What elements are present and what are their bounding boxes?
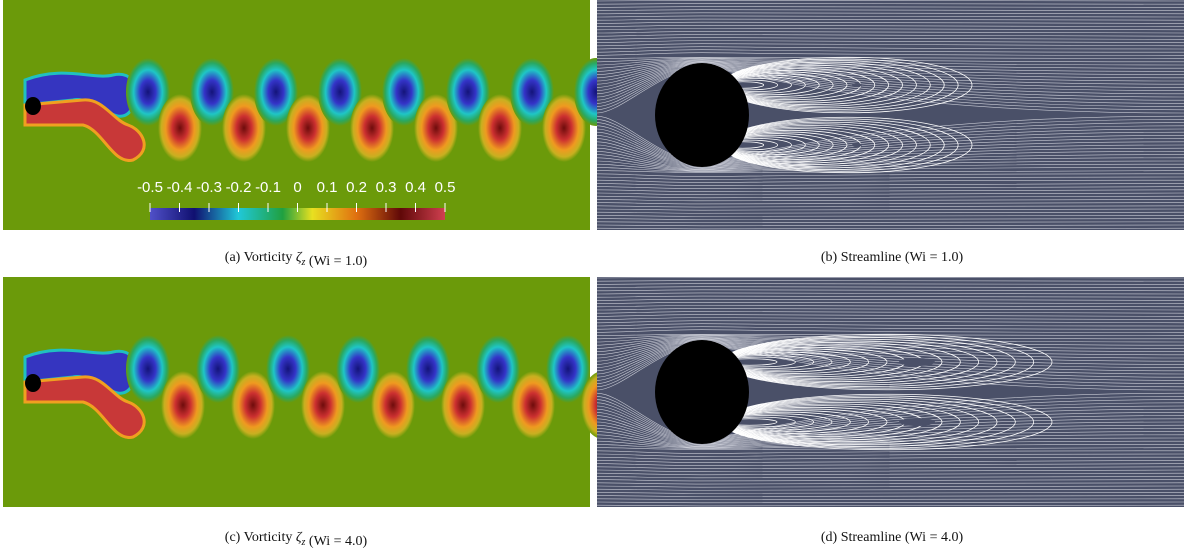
caption-subscript: z — [301, 257, 306, 268]
caption-condition: (Wi = 1.0) — [309, 254, 368, 269]
colorbar-label: 0.5 — [435, 179, 456, 196]
cylinder — [25, 97, 41, 115]
colorbar-label: -0.3 — [196, 179, 222, 196]
cylinder — [655, 63, 749, 167]
cylinder — [655, 340, 749, 444]
caption-text: Vorticity — [244, 530, 293, 545]
caption-condition: (Wi = 4.0) — [905, 530, 964, 545]
streamline-panel — [597, 0, 1184, 230]
colorbar-label: 0.2 — [346, 179, 367, 196]
core — [852, 143, 862, 147]
caption: (c) Vorticity ζz (Wi = 4.0) — [225, 530, 368, 549]
caption-label: (c) — [225, 530, 241, 545]
core — [899, 418, 935, 426]
colorbar-label: -0.5 — [137, 179, 163, 196]
colorbar-label: -0.4 — [167, 179, 193, 196]
figure: -0.5-0.4-0.3-0.2-0.1 0 0.1 0.2 0.3 0.4 0.5 (a)… — [0, 0, 1187, 552]
core — [899, 358, 935, 366]
colorbar-label: 0 — [293, 179, 301, 196]
caption-subscript: z — [301, 537, 306, 548]
colorbar-label: 0.4 — [405, 179, 426, 196]
colorbar-label: -0.1 — [255, 179, 281, 196]
colorbar-label: 0.3 — [376, 179, 397, 196]
colorbar-label: -0.2 — [226, 179, 252, 196]
streamline-panel — [597, 277, 1184, 507]
caption: (d) Streamline (Wi = 4.0) — [821, 530, 964, 545]
caption-condition: (Wi = 4.0) — [309, 534, 368, 549]
caption-label: (a) — [225, 250, 241, 265]
caption-text: Streamline — [841, 530, 902, 545]
caption-label: (b) — [821, 250, 838, 265]
caption-text: Vorticity — [244, 250, 293, 265]
caption-label: (d) — [821, 530, 838, 545]
caption: (a) Vorticity ζz (Wi = 1.0) — [225, 250, 368, 269]
caption-condition: (Wi = 1.0) — [905, 250, 964, 265]
core — [852, 83, 862, 87]
vorticity-panel — [3, 277, 660, 507]
caption-text: Streamline — [841, 250, 902, 265]
vorticity-panel: -0.5-0.4-0.3-0.2-0.1 0 0.1 0.2 0.3 0.4 0.5 — [3, 0, 618, 230]
cylinder — [25, 374, 41, 392]
caption: (b) Streamline (Wi = 1.0) — [821, 250, 964, 265]
colorbar-label: 0.1 — [317, 179, 338, 196]
